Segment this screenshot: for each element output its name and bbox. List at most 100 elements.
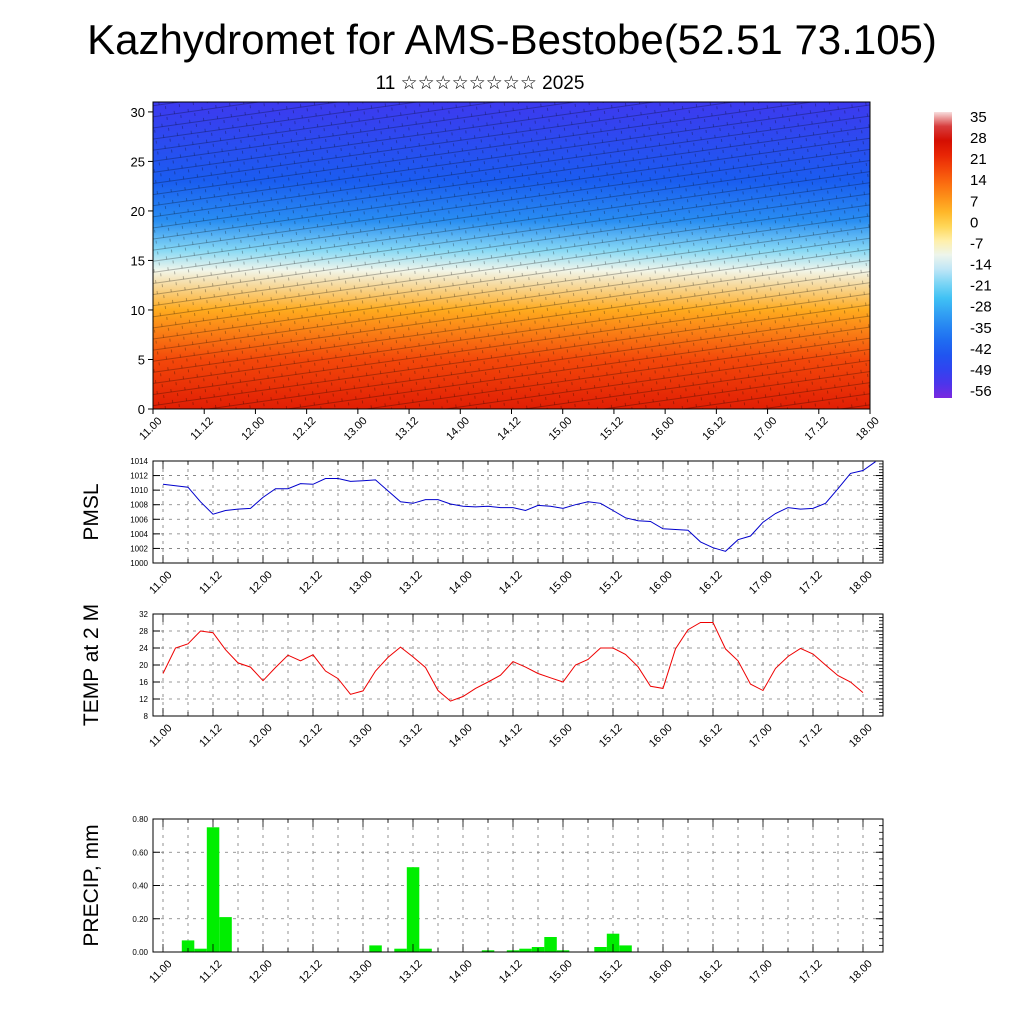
x-tick-label: 15.00 <box>547 722 575 750</box>
y-tick-label: 1010 <box>130 486 148 495</box>
colorbar-label: -21 <box>970 278 992 295</box>
x-tick-label: 15.12 <box>597 722 625 750</box>
colorbar-label: 7 <box>970 193 978 210</box>
x-tick-label: 17.00 <box>747 958 775 986</box>
heatmap-x-tick-label: 13.00 <box>342 415 370 443</box>
precip-bar <box>594 947 607 952</box>
y-tick-label: 24 <box>139 644 148 653</box>
x-tick-label: 17.12 <box>797 958 825 986</box>
heatmap-y-tick-label: 25 <box>131 154 145 169</box>
heatmap-x-tick-label: 16.00 <box>649 415 677 443</box>
x-tick-label: 11.12 <box>197 722 224 749</box>
temperature-heatmap-panel: 0 5 10 15 20 25 30 11.00 11.12 12.00 12.12 13.00 13.… <box>131 101 882 443</box>
x-tick-label: 15.12 <box>597 569 625 597</box>
precip-bar <box>606 933 620 952</box>
precip-bar <box>394 948 407 952</box>
precip-panel: 0.00 0.20 0.40 0.60 0.80 11.00 11.12 12.00 12.12… <box>80 815 884 986</box>
heatmap-x-tick-label: 12.00 <box>239 415 267 443</box>
x-tick-label: 15.00 <box>547 569 575 597</box>
x-tick-label: 12.12 <box>297 569 325 597</box>
y-tick-label: 1006 <box>130 515 148 524</box>
heatmap-x-tick-label: 15.12 <box>598 415 626 443</box>
y-tick-label: 0.80 <box>132 815 148 824</box>
heatmap-y-tick-label: 15 <box>131 253 145 268</box>
y-tick-label: 0.60 <box>132 848 148 857</box>
y-tick-label: 0.00 <box>132 948 148 957</box>
y-tick-label: 0.20 <box>132 915 148 924</box>
x-tick-label: 14.00 <box>447 958 475 986</box>
precip-bar <box>369 945 382 952</box>
y-tick-label: 1000 <box>130 559 148 568</box>
temp-2m-panel: 8 12 16 20 24 28 32 11.00 11.12 12.00 12.12 13.00 13… <box>80 604 884 750</box>
panel-frame <box>152 460 884 564</box>
colorbar-label: -56 <box>970 383 992 400</box>
colorbar-label: 21 <box>970 151 987 168</box>
panel-frame <box>152 613 884 717</box>
x-tick-label: 11.12 <box>197 958 224 985</box>
x-tick-label: 12.00 <box>247 569 275 597</box>
x-tick-label: 17.00 <box>747 569 775 597</box>
x-tick-label: 15.12 <box>597 958 625 986</box>
x-tick-label: 16.00 <box>647 722 675 750</box>
x-tick-label: 11.00 <box>147 569 174 596</box>
x-tick-label: 16.12 <box>697 722 725 750</box>
heatmap-x-tick-label: 18.00 <box>854 415 882 443</box>
x-tick-label: 14.00 <box>447 722 475 750</box>
x-tick-label: 11.12 <box>197 569 224 596</box>
x-tick-label: 14.12 <box>497 958 525 986</box>
y-tick-label: 0.40 <box>132 882 148 891</box>
x-tick-label: 13.12 <box>397 722 425 750</box>
y-axis-title: PRECIP, mm <box>80 824 103 946</box>
x-tick-label: 12.12 <box>297 722 325 750</box>
x-tick-label: 14.12 <box>497 569 525 597</box>
x-tick-label: 11.00 <box>147 958 174 985</box>
y-axis-title: TEMP at 2 M <box>80 604 103 726</box>
colorbar-bar <box>934 112 952 398</box>
x-tick-label: 16.00 <box>647 569 675 597</box>
pmsl-panel: 1000 1002 1004 1006 1008 1010 1012 1014 11.00 11.… <box>80 457 884 597</box>
precip-bar <box>194 948 207 952</box>
y-tick-label: 1012 <box>130 472 148 481</box>
y-tick-label: 1004 <box>130 530 148 539</box>
x-tick-label: 14.12 <box>497 722 525 750</box>
heatmap-x-tick-label: 12.12 <box>291 415 319 443</box>
colorbar-label: 0 <box>970 214 978 231</box>
x-tick-label: 14.00 <box>447 569 475 597</box>
y-tick-label: 8 <box>144 712 149 721</box>
precip-bar <box>519 948 532 952</box>
heatmap-x-tick-label: 17.00 <box>751 415 779 443</box>
x-tick-label: 13.12 <box>397 569 425 597</box>
heatmap-y-tick-label: 20 <box>131 204 145 219</box>
colorbar-label: 35 <box>970 109 987 126</box>
heatmap-x-tick-label: 17.12 <box>803 415 831 443</box>
heatmap-y-tick-label: 10 <box>131 303 145 318</box>
precip-bar <box>406 867 420 952</box>
precip-bar <box>206 827 220 952</box>
chart-title: Kazhydromet for AMS-Bestobe(52.51 73.105… <box>87 16 937 63</box>
x-tick-label: 15.00 <box>547 958 575 986</box>
x-tick-label: 12.00 <box>247 958 275 986</box>
y-tick-label: 1014 <box>130 457 148 466</box>
colorbar-label: -14 <box>970 257 992 274</box>
colorbar-label: -28 <box>970 299 992 316</box>
heatmap-y-tick-label: 30 <box>131 105 145 120</box>
x-tick-label: 13.00 <box>347 569 375 597</box>
heatmap-y-tick-label: 0 <box>138 402 145 417</box>
y-tick-label: 12 <box>139 695 148 704</box>
precip-bar <box>181 940 195 952</box>
heatmap-x-tick-label: 13.12 <box>393 415 421 443</box>
x-tick-label: 17.12 <box>797 722 825 750</box>
heatmap-x-tick-label: 16.12 <box>700 415 728 443</box>
x-tick-label: 16.00 <box>647 958 675 986</box>
y-tick-label: 28 <box>139 627 148 636</box>
heatmap-y-tick-label: 5 <box>138 352 145 367</box>
precip-bar <box>544 937 557 952</box>
y-tick-label: 16 <box>139 678 148 687</box>
x-tick-label: 13.00 <box>347 722 375 750</box>
x-tick-label: 12.12 <box>297 958 325 986</box>
precip-bar <box>619 945 632 952</box>
colorbar-label: 28 <box>970 130 987 147</box>
temperature-colorbar: 35 28 21 14 7 0 -7 -14 -21 -28 -35 -42 -49 -56 <box>934 109 992 400</box>
precip-bar <box>419 948 432 952</box>
x-tick-label: 12.00 <box>247 722 275 750</box>
